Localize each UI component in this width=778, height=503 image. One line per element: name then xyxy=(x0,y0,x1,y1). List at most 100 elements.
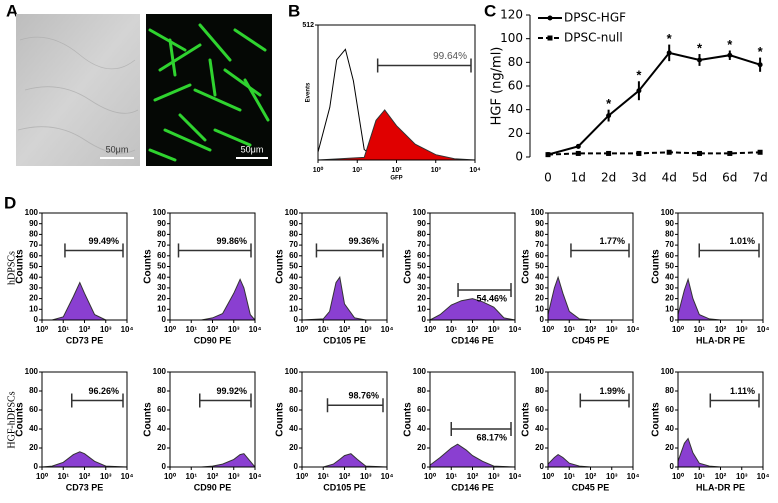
y-axis-label: Counts xyxy=(403,402,414,437)
point xyxy=(636,88,642,94)
x-tick-label: 10³ xyxy=(488,472,500,481)
y-tick-label: 40 xyxy=(417,424,426,433)
histogram-line xyxy=(317,109,476,161)
histogram-line xyxy=(301,275,387,321)
y-tick-label: 0 xyxy=(515,150,523,164)
y-tick-label: 80 xyxy=(665,386,674,395)
plot-frame xyxy=(429,371,516,468)
point xyxy=(575,143,581,149)
x-tick-label: 3d xyxy=(631,171,646,185)
x-axis-label: CD90 PE xyxy=(194,335,232,345)
y-tick-label: 60 xyxy=(29,405,38,414)
y-axis-label: Counts xyxy=(143,402,154,437)
y-tick-label: 90 xyxy=(29,219,38,228)
y-tick-label: 120 xyxy=(500,8,523,22)
x-tick-label: 10⁴ xyxy=(509,472,522,481)
x-tick-label: 10⁴ xyxy=(509,325,522,334)
y-tick-label: 30 xyxy=(535,283,544,292)
area-fill xyxy=(678,279,763,320)
area-fill xyxy=(430,298,515,320)
y-tick-label: 100 xyxy=(413,367,427,376)
x-axis-label: GFP xyxy=(390,176,402,182)
x-tick-label: 10⁴ xyxy=(627,325,640,334)
y-axis-label: Counts xyxy=(521,402,532,437)
y-tick-label: 0 xyxy=(294,315,299,324)
y-tick-label: 20 xyxy=(289,443,298,452)
y-tick-label: 60 xyxy=(29,251,38,260)
y-tick-label: 20 xyxy=(29,294,38,303)
significance-marker: * xyxy=(727,37,733,52)
y-tick-label: 20 xyxy=(508,126,523,140)
histogram-line xyxy=(429,443,516,468)
x-tick-label: 4d xyxy=(662,171,677,185)
x-tick-label: 10² xyxy=(391,167,402,174)
scale-bar-label: 50μm xyxy=(241,144,264,154)
y-axis-label: Counts xyxy=(15,402,26,437)
y-tick-label: 512 xyxy=(302,22,314,29)
x-axis-label: CD146 PE xyxy=(451,482,494,492)
x-axis-label: CD105 PE xyxy=(323,335,366,345)
x-tick-label: 10³ xyxy=(606,472,618,481)
y-tick-label: 0 xyxy=(540,315,545,324)
y-tick-label: 30 xyxy=(417,283,426,292)
x-tick-label: 10⁴ xyxy=(469,167,481,174)
y-tick-label: 0 xyxy=(34,462,39,471)
y-tick-label: 70 xyxy=(665,240,674,249)
y-tick-label: 20 xyxy=(29,443,38,452)
significance-marker: * xyxy=(606,96,612,111)
series-line xyxy=(547,151,761,156)
gate-label: 68.17% xyxy=(476,432,507,442)
point xyxy=(606,150,612,156)
legend-marker xyxy=(547,15,553,21)
area-fill xyxy=(302,277,387,320)
y-tick-label: 40 xyxy=(535,272,544,281)
x-tick-label: 10⁰ xyxy=(36,472,49,481)
gate-label: 1.77% xyxy=(599,236,625,246)
x-tick-label: 10⁰ xyxy=(672,325,685,334)
x-tick-label: 10¹ xyxy=(57,472,69,481)
x-tick-label: 10⁰ xyxy=(542,472,555,481)
y-tick-label: 60 xyxy=(535,405,544,414)
y-tick-label: 60 xyxy=(417,405,426,414)
significance-marker: * xyxy=(636,68,642,83)
x-axis-label: HLA-DR PE xyxy=(696,335,745,345)
y-tick-label: 20 xyxy=(665,443,674,452)
legend-marker xyxy=(547,35,553,41)
y-tick-label: 20 xyxy=(417,294,426,303)
y-tick-label: 20 xyxy=(665,294,674,303)
y-tick-label: 10 xyxy=(157,304,166,313)
scale-bar-label: 50μm xyxy=(106,144,129,154)
y-tick-label: 10 xyxy=(29,304,38,313)
y-tick-label: 60 xyxy=(508,79,523,93)
plot-frame xyxy=(301,371,388,468)
x-tick-label: 10³ xyxy=(228,325,240,334)
gate-label: 99.64% xyxy=(433,51,467,62)
area-fill xyxy=(42,282,127,320)
y-tick-label: 50 xyxy=(665,262,674,271)
y-axis-label: Counts xyxy=(275,402,286,437)
point xyxy=(727,52,733,58)
x-tick-label: 10⁰ xyxy=(424,325,437,334)
x-tick-label: 10¹ xyxy=(563,472,575,481)
y-axis-label: Counts xyxy=(651,249,662,284)
y-tick-label: 70 xyxy=(29,240,38,249)
x-tick-label: 10⁰ xyxy=(164,325,177,334)
y-tick-label: 30 xyxy=(289,283,298,292)
y-tick-label: 100 xyxy=(413,208,427,217)
significance-marker: * xyxy=(758,44,764,59)
gate-label: 1.99% xyxy=(599,386,625,396)
x-tick-label: 10⁴ xyxy=(249,325,262,334)
y-tick-label: 0 xyxy=(162,462,167,471)
y-tick-label: 0 xyxy=(162,315,167,324)
histogram-line xyxy=(42,281,127,321)
y-tick-label: 100 xyxy=(661,367,675,376)
y-tick-label: 10 xyxy=(289,304,298,313)
x-tick-label: 10⁴ xyxy=(249,472,262,481)
y-tick-label: 40 xyxy=(535,424,544,433)
y-tick-label: 70 xyxy=(157,240,166,249)
x-tick-label: 10² xyxy=(79,325,91,334)
x-tick-label: 10⁴ xyxy=(757,472,770,481)
significance-marker: * xyxy=(667,31,673,46)
x-tick-label: 10² xyxy=(715,472,727,481)
y-tick-label: 80 xyxy=(535,230,544,239)
